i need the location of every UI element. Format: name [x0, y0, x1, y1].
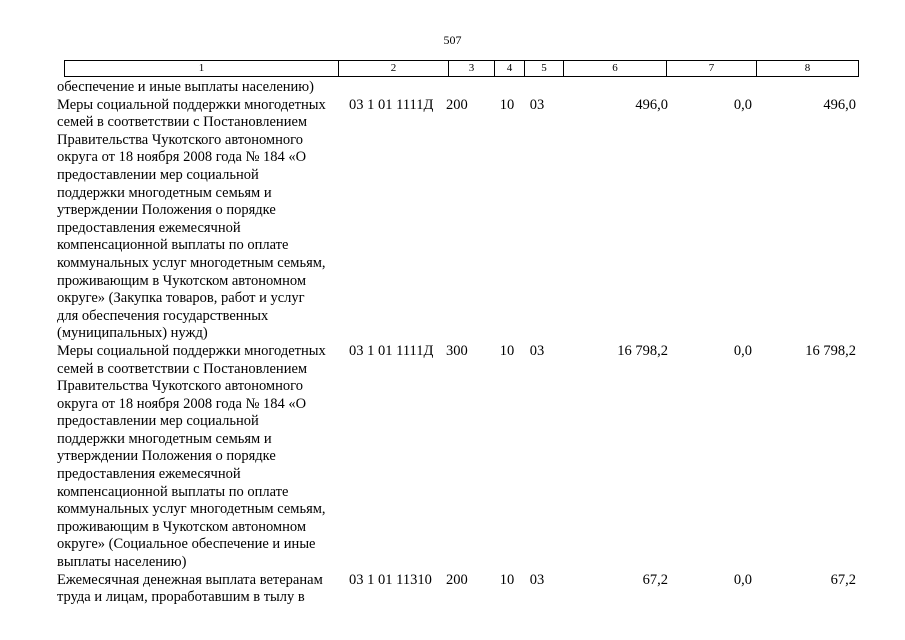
row-text-line: округа от 18 ноября 2008 года № 184 «О: [57, 149, 307, 166]
table-header-cell-2: 2: [338, 61, 448, 76]
cell-amount-total: 16 798,2: [617, 342, 668, 359]
cell-classification-code: 03 1 01 1111Д: [349, 96, 434, 113]
cell-subsection-code: 03: [529, 571, 545, 588]
table-row: обеспечение и иные выплаты населению): [0, 79, 905, 97]
row-text-line: компенсационной выплаты по оплате: [57, 483, 289, 500]
row-text-line: Правительства Чукотского автономного: [57, 378, 303, 395]
row-text-line: округа от 18 ноября 2008 года № 184 «О: [57, 395, 307, 412]
cell-expense-type-code: 300: [446, 342, 468, 359]
row-text-line: Правительства Чукотского автономного: [57, 131, 303, 148]
cell-amount-regional: 496,0: [823, 96, 856, 113]
table-header-cell-3: 3: [448, 61, 494, 76]
table-header-cell-7: 7: [666, 61, 756, 76]
table-row: Ежемесячная денежная выплата ветеранам тр…: [0, 572, 905, 607]
table-row: Меры социальной поддержки многодетных сем…: [0, 97, 905, 343]
row-text-line: (муниципальных) нужд): [57, 325, 208, 342]
row-text-line: утверждении Положения о порядке: [57, 202, 276, 219]
table-header-cell-8: 8: [756, 61, 858, 76]
cell-section-code: 10: [499, 571, 515, 588]
cell-name: Ежемесячная денежная выплата ветеранам тр…: [57, 572, 357, 607]
row-text-line: Меры социальной поддержки многодетных: [57, 96, 326, 113]
row-text-line: семей в соответствии с Постановлением: [57, 114, 308, 131]
row-text-line: предоставления ежемесячной: [57, 466, 241, 483]
row-text-line: коммунальных услуг многодетным семьям,: [57, 254, 326, 271]
cell-expense-type-code: 200: [446, 571, 468, 588]
table-body: обеспечение и иные выплаты населению) Мер…: [0, 79, 905, 607]
row-text-line: семей в соответствии с Постановлением: [57, 360, 308, 377]
row-text-line: коммунальных услуг многодетным семьям,: [57, 501, 326, 518]
cell-amount-federal: 0,0: [733, 96, 752, 113]
row-text-line: труда и лицам, проработавшим в тылу в: [57, 589, 305, 606]
row-text-line: компенсационной выплаты по оплате: [57, 237, 289, 254]
cell-name: обеспечение и иные выплаты населению): [57, 79, 357, 97]
table-header-cell-1: 1: [198, 62, 205, 74]
table-header-cell-5: 5: [524, 61, 563, 76]
cell-amount-total: 496,0: [635, 96, 668, 113]
row-text-line: предоставления ежемесячной: [57, 219, 241, 236]
row-text-line: предоставлении мер социальной: [57, 166, 259, 183]
cell-subsection-code: 03: [529, 342, 545, 359]
row-text-line: предоставлении мер социальной: [57, 413, 259, 430]
cell-classification-code: 03 1 01 1111Д: [349, 342, 434, 359]
cell-amount-regional: 67,2: [830, 571, 856, 588]
table-header-row: 1 2 3 4 5 6 7 8: [64, 60, 859, 77]
row-text-line: для обеспечения государственных: [57, 307, 269, 324]
row-text-line: поддержки многодетным семьям и: [57, 430, 272, 447]
cell-subsection-code: 03: [529, 96, 545, 113]
row-text-line: утверждении Положения о порядке: [57, 448, 276, 465]
row-text-line: выплаты населению): [57, 554, 187, 571]
cell-amount-federal: 0,0: [733, 342, 752, 359]
cell-section-code: 10: [499, 96, 515, 113]
row-text-line: Ежемесячная денежная выплата ветеранам: [57, 571, 323, 588]
row-text-line: проживающим в Чукотском автономном: [57, 272, 307, 289]
page-number: 507: [443, 33, 462, 47]
row-text-line: округе» (Закупка товаров, работ и услуг: [57, 290, 305, 307]
cell-name: Меры социальной поддержки многодетных сем…: [57, 97, 357, 343]
table-header-cell-4: 4: [494, 61, 524, 76]
cell-section-code: 10: [499, 342, 515, 359]
cell-name: Меры социальной поддержки многодетных сем…: [57, 343, 357, 572]
cell-classification-code: 03 1 01 11310: [349, 571, 432, 588]
row-text-line: округе» (Социальное обеспечение и иные: [57, 536, 316, 553]
table-header-cell-6: 6: [563, 61, 666, 76]
row-text-line: Меры социальной поддержки многодетных: [57, 342, 326, 359]
cell-expense-type-code: 200: [446, 96, 468, 113]
row-text-line: поддержки многодетным семьям и: [57, 184, 272, 201]
row-text-line: обеспечение и иные выплаты населению): [57, 79, 314, 95]
cell-amount-regional: 16 798,2: [805, 342, 856, 359]
cell-amount-federal: 0,0: [733, 571, 752, 588]
cell-amount-total: 67,2: [642, 571, 668, 588]
table-row: Меры социальной поддержки многодетных сем…: [0, 343, 905, 572]
row-text-line: проживающим в Чукотском автономном: [57, 518, 307, 535]
